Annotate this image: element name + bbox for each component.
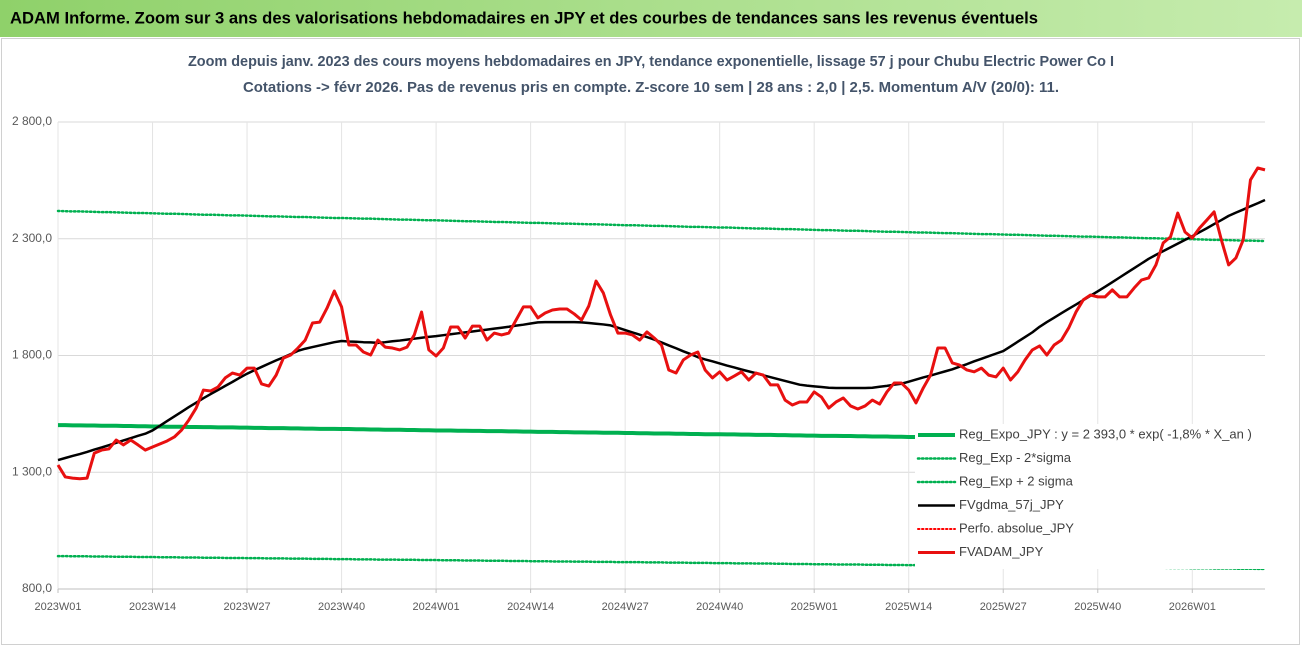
legend-label: FVgdma_57j_JPY [959, 497, 1064, 512]
legend-box [915, 424, 1265, 569]
series-line [57, 198, 1266, 462]
x-tick-label: 2024W14 [507, 601, 554, 613]
x-tick-label: 2024W27 [602, 601, 649, 613]
banner [0, 0, 1302, 37]
x-tick-label: 2025W01 [791, 601, 838, 613]
legend-label: Reg_Expo_JPY : y = 2 393,0 * exp( -1,8% … [959, 426, 1252, 441]
x-tick-label: 2025W14 [885, 601, 932, 613]
x-tick-label: 2026W01 [1169, 601, 1216, 613]
x-tick-label: 2023W27 [224, 601, 271, 613]
legend-label: Perfo. absolue_JPY [959, 520, 1074, 535]
plot-area: 800,0 1 300,0 1 800,0 2 300,0 2 800,0 2023W01… [12, 114, 1267, 613]
legend-label: Reg_Exp + 2 sigma [959, 473, 1074, 488]
series-line [56, 209, 1267, 243]
x-tick-label: 2025W27 [980, 601, 1027, 613]
legend-label: Reg_Exp - 2*sigma [959, 450, 1072, 465]
banner-title: ADAM Informe. Zoom sur 3 ans des valoris… [10, 8, 1038, 27]
y-tick-label: 2 800,0 [12, 114, 52, 128]
y-tick-label: 800,0 [22, 581, 52, 595]
x-tick-label: 2024W01 [413, 601, 460, 613]
x-tick-label: 2023W14 [129, 601, 176, 613]
x-tick-label: 2023W40 [318, 601, 365, 613]
series-line [56, 166, 1266, 481]
chart-title: Zoom depuis janv. 2023 des cours moyens … [188, 53, 1114, 70]
y-tick-label: 1 800,0 [12, 348, 52, 362]
legend-label: FVADAM_JPY [959, 544, 1044, 559]
x-tick-label: 2025W40 [1074, 601, 1121, 613]
x-tick-label: 2024W40 [696, 601, 743, 613]
y-tick-label: 1 300,0 [12, 464, 52, 478]
legend: Reg_Expo_JPY : y = 2 393,0 * exp( -1,8% … [915, 424, 1265, 569]
y-tick-label: 2 300,0 [12, 231, 52, 245]
chart-subtitle: Cotations -> févr 2026. Pas de revenus p… [243, 79, 1059, 96]
x-tick-label: 2023W01 [34, 601, 81, 613]
